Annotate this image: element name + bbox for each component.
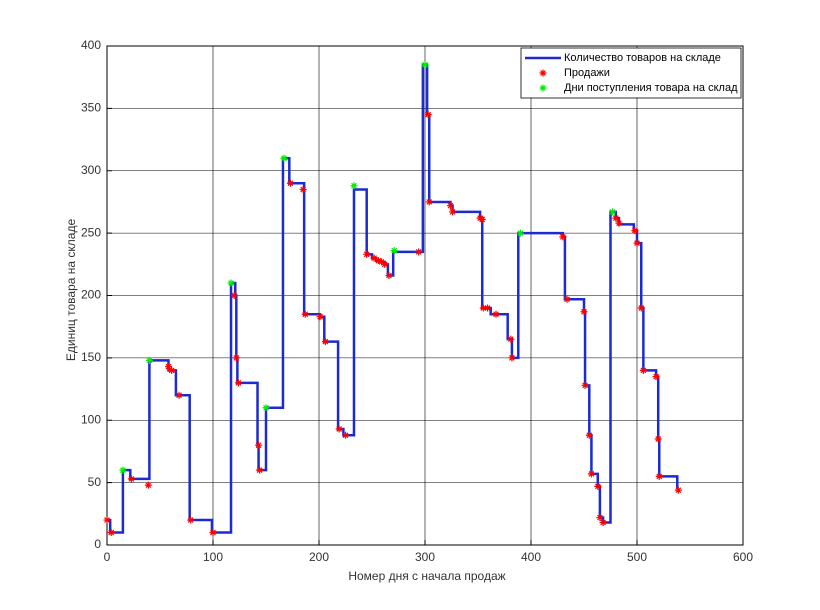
star-marker xyxy=(655,472,663,480)
star-marker xyxy=(425,198,433,206)
star-marker xyxy=(350,182,358,190)
star-marker xyxy=(175,391,183,399)
x-tick-label: 0 xyxy=(104,550,111,564)
star-marker xyxy=(507,335,515,343)
legend-marker xyxy=(539,84,547,92)
legend: Количество товаров на складе Продажи Дни п… xyxy=(520,47,742,99)
star-marker xyxy=(321,338,329,346)
star-marker xyxy=(230,292,238,299)
star-marker xyxy=(492,310,500,318)
star-marker xyxy=(119,466,127,474)
star-marker xyxy=(516,229,524,237)
star-marker xyxy=(581,381,589,389)
star-marker xyxy=(164,363,172,371)
star-marker xyxy=(144,481,152,489)
star-marker xyxy=(280,154,288,162)
axes-box xyxy=(106,45,744,546)
star-marker xyxy=(370,254,378,262)
star-marker xyxy=(227,279,235,287)
star-marker xyxy=(107,529,115,537)
star-marker xyxy=(615,219,623,227)
y-tick-label: 150 xyxy=(81,350,101,364)
star-marker xyxy=(476,214,484,222)
star-marker xyxy=(587,470,595,478)
star-marker xyxy=(446,202,454,210)
x-tick-label: 600 xyxy=(733,550,753,564)
star-marker xyxy=(580,308,588,316)
y-tick-label: 50 xyxy=(88,475,102,489)
legend-box xyxy=(520,47,742,99)
star-marker xyxy=(484,304,492,312)
star-marker xyxy=(599,519,607,527)
star-marker xyxy=(585,431,593,439)
star-marker xyxy=(363,250,371,258)
star-marker xyxy=(421,61,429,69)
star-marker xyxy=(563,295,571,303)
star-marker xyxy=(209,529,217,537)
star-marker xyxy=(286,179,294,187)
star-marker xyxy=(633,239,641,247)
star-marker xyxy=(374,257,382,265)
star-marker xyxy=(262,404,270,412)
star-marker xyxy=(255,441,263,449)
x-tick-label: 400 xyxy=(521,550,541,564)
y-tick-label: 200 xyxy=(81,288,101,302)
y-tick-label: 400 xyxy=(81,38,101,52)
star-marker xyxy=(639,366,647,374)
star-marker xyxy=(168,366,176,374)
star-marker xyxy=(316,313,324,321)
star-marker xyxy=(424,111,432,119)
star-marker xyxy=(612,214,620,222)
star-marker xyxy=(342,431,349,439)
star-marker xyxy=(479,304,487,312)
star-marker xyxy=(187,516,195,524)
x-axis-label: Номер дня с начала продаж xyxy=(348,569,505,583)
y-tick-label: 0 xyxy=(94,537,101,551)
y-tick-label: 250 xyxy=(81,225,101,239)
star-marker xyxy=(596,514,604,522)
star-marker xyxy=(234,379,242,387)
star-marker xyxy=(508,354,516,362)
star-marker xyxy=(637,304,645,312)
star-marker xyxy=(103,516,111,524)
star-marker xyxy=(559,233,567,241)
y-axis-label: Единиц товара на складе xyxy=(64,219,78,362)
star-marker xyxy=(674,486,682,494)
star-marker xyxy=(232,354,240,362)
y-tick-label: 100 xyxy=(81,412,101,426)
star-marker xyxy=(385,272,393,280)
star-marker xyxy=(299,185,307,193)
x-tick-label: 300 xyxy=(415,550,435,564)
star-marker xyxy=(378,258,386,266)
x-tick-label: 200 xyxy=(309,550,329,564)
star-marker xyxy=(301,310,309,318)
legend-marker xyxy=(539,69,547,77)
y-tick-label: 350 xyxy=(81,101,101,115)
legend-label: Количество товаров на складе xyxy=(564,52,721,64)
star-marker xyxy=(415,248,423,256)
legend-label: Продажи xyxy=(564,67,610,79)
star-marker xyxy=(145,356,153,364)
star-marker xyxy=(390,247,398,255)
star-marker xyxy=(449,208,457,216)
legend-label: Дни поступления товара на склад xyxy=(564,82,738,94)
star-marker xyxy=(335,425,343,433)
x-tick-label: 100 xyxy=(203,550,223,564)
star-marker xyxy=(127,475,135,483)
star-marker xyxy=(609,208,617,216)
y-tick-label: 300 xyxy=(81,163,101,177)
star-marker xyxy=(654,435,662,443)
star-marker xyxy=(594,482,602,490)
star-marker xyxy=(381,260,389,268)
star-marker xyxy=(256,466,264,474)
star-marker xyxy=(652,373,660,381)
x-tick-label: 500 xyxy=(627,550,647,564)
star-marker xyxy=(478,215,486,223)
star-marker xyxy=(631,227,639,235)
